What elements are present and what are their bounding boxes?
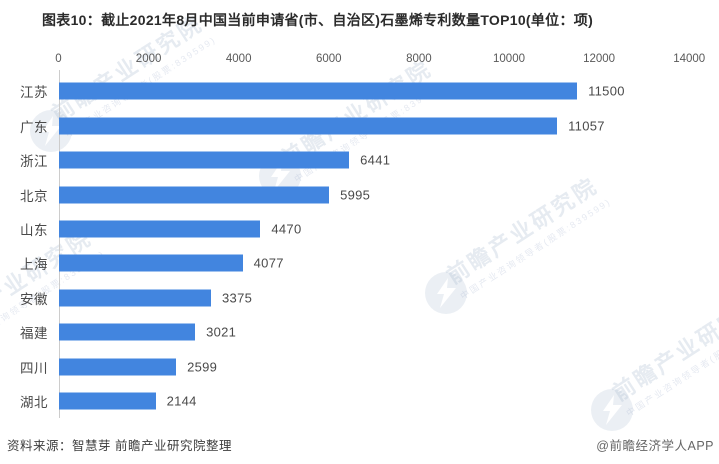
bar-row: 湖北 2144 [0, 384, 719, 418]
bar [59, 117, 558, 135]
value-label: 6441 [360, 152, 391, 168]
value-label: 4077 [253, 255, 284, 271]
category-label: 浙江 [20, 154, 48, 170]
x-axis-tick-label: 14000 [673, 53, 706, 65]
value-label: 3021 [206, 324, 237, 340]
bar [59, 82, 578, 100]
category-label: 湖北 [20, 395, 48, 411]
category-label: 上海 [20, 257, 48, 273]
x-axis-tick-label: 12000 [583, 53, 616, 65]
bar [59, 392, 156, 410]
x-axis-tick-label: 8000 [406, 53, 432, 65]
value-label: 5995 [340, 187, 371, 203]
x-axis-tick-label: 4000 [225, 53, 252, 65]
value-label: 3375 [222, 290, 253, 306]
bar-row: 安徽 3375 [0, 281, 719, 315]
bar-row: 浙江 6441 [0, 143, 719, 177]
value-label: 11057 [568, 118, 605, 134]
category-label: 广东 [20, 119, 48, 135]
y-axis-line [58, 70, 60, 418]
bar [59, 151, 350, 169]
bar-row: 江苏 11500 [0, 74, 719, 108]
value-label: 11500 [588, 83, 625, 99]
bar [59, 358, 177, 376]
bar-row: 广东 11057 [0, 109, 719, 143]
category-label: 山东 [20, 223, 48, 239]
bar [59, 186, 330, 204]
category-label: 北京 [20, 188, 48, 204]
category-label: 江苏 [20, 85, 48, 101]
source-note: 资料来源：智慧芽 前瞻产业研究院整理 [7, 439, 232, 453]
bar [59, 254, 243, 272]
category-label: 四川 [20, 360, 48, 376]
value-label: 2599 [187, 359, 218, 375]
x-axis-tick-label: 0 [55, 53, 62, 65]
category-label: 安徽 [20, 291, 48, 307]
bar-row: 福建 3021 [0, 315, 719, 349]
x-axis-tick-label: 10000 [493, 53, 525, 65]
chart-title: 图表10：截止2021年8月中国当前申请省(市、自治区)石墨烯专利数量TOP10… [42, 12, 594, 28]
value-label: 4470 [271, 221, 302, 237]
value-label: 2144 [166, 393, 197, 409]
bar-row: 北京 5995 [0, 178, 719, 212]
bar [59, 289, 212, 307]
bar-row: 山东 4470 [0, 212, 719, 246]
bar-row: 四川 2599 [0, 350, 719, 384]
bar-row: 上海 4077 [0, 246, 719, 280]
bar [59, 323, 196, 341]
x-axis-tick-label: 6000 [316, 53, 342, 65]
category-label: 福建 [20, 326, 48, 342]
x-axis-tick-label: 2000 [135, 53, 162, 65]
bar [59, 220, 261, 238]
credit-note: @前瞻经济学人APP [596, 439, 714, 453]
